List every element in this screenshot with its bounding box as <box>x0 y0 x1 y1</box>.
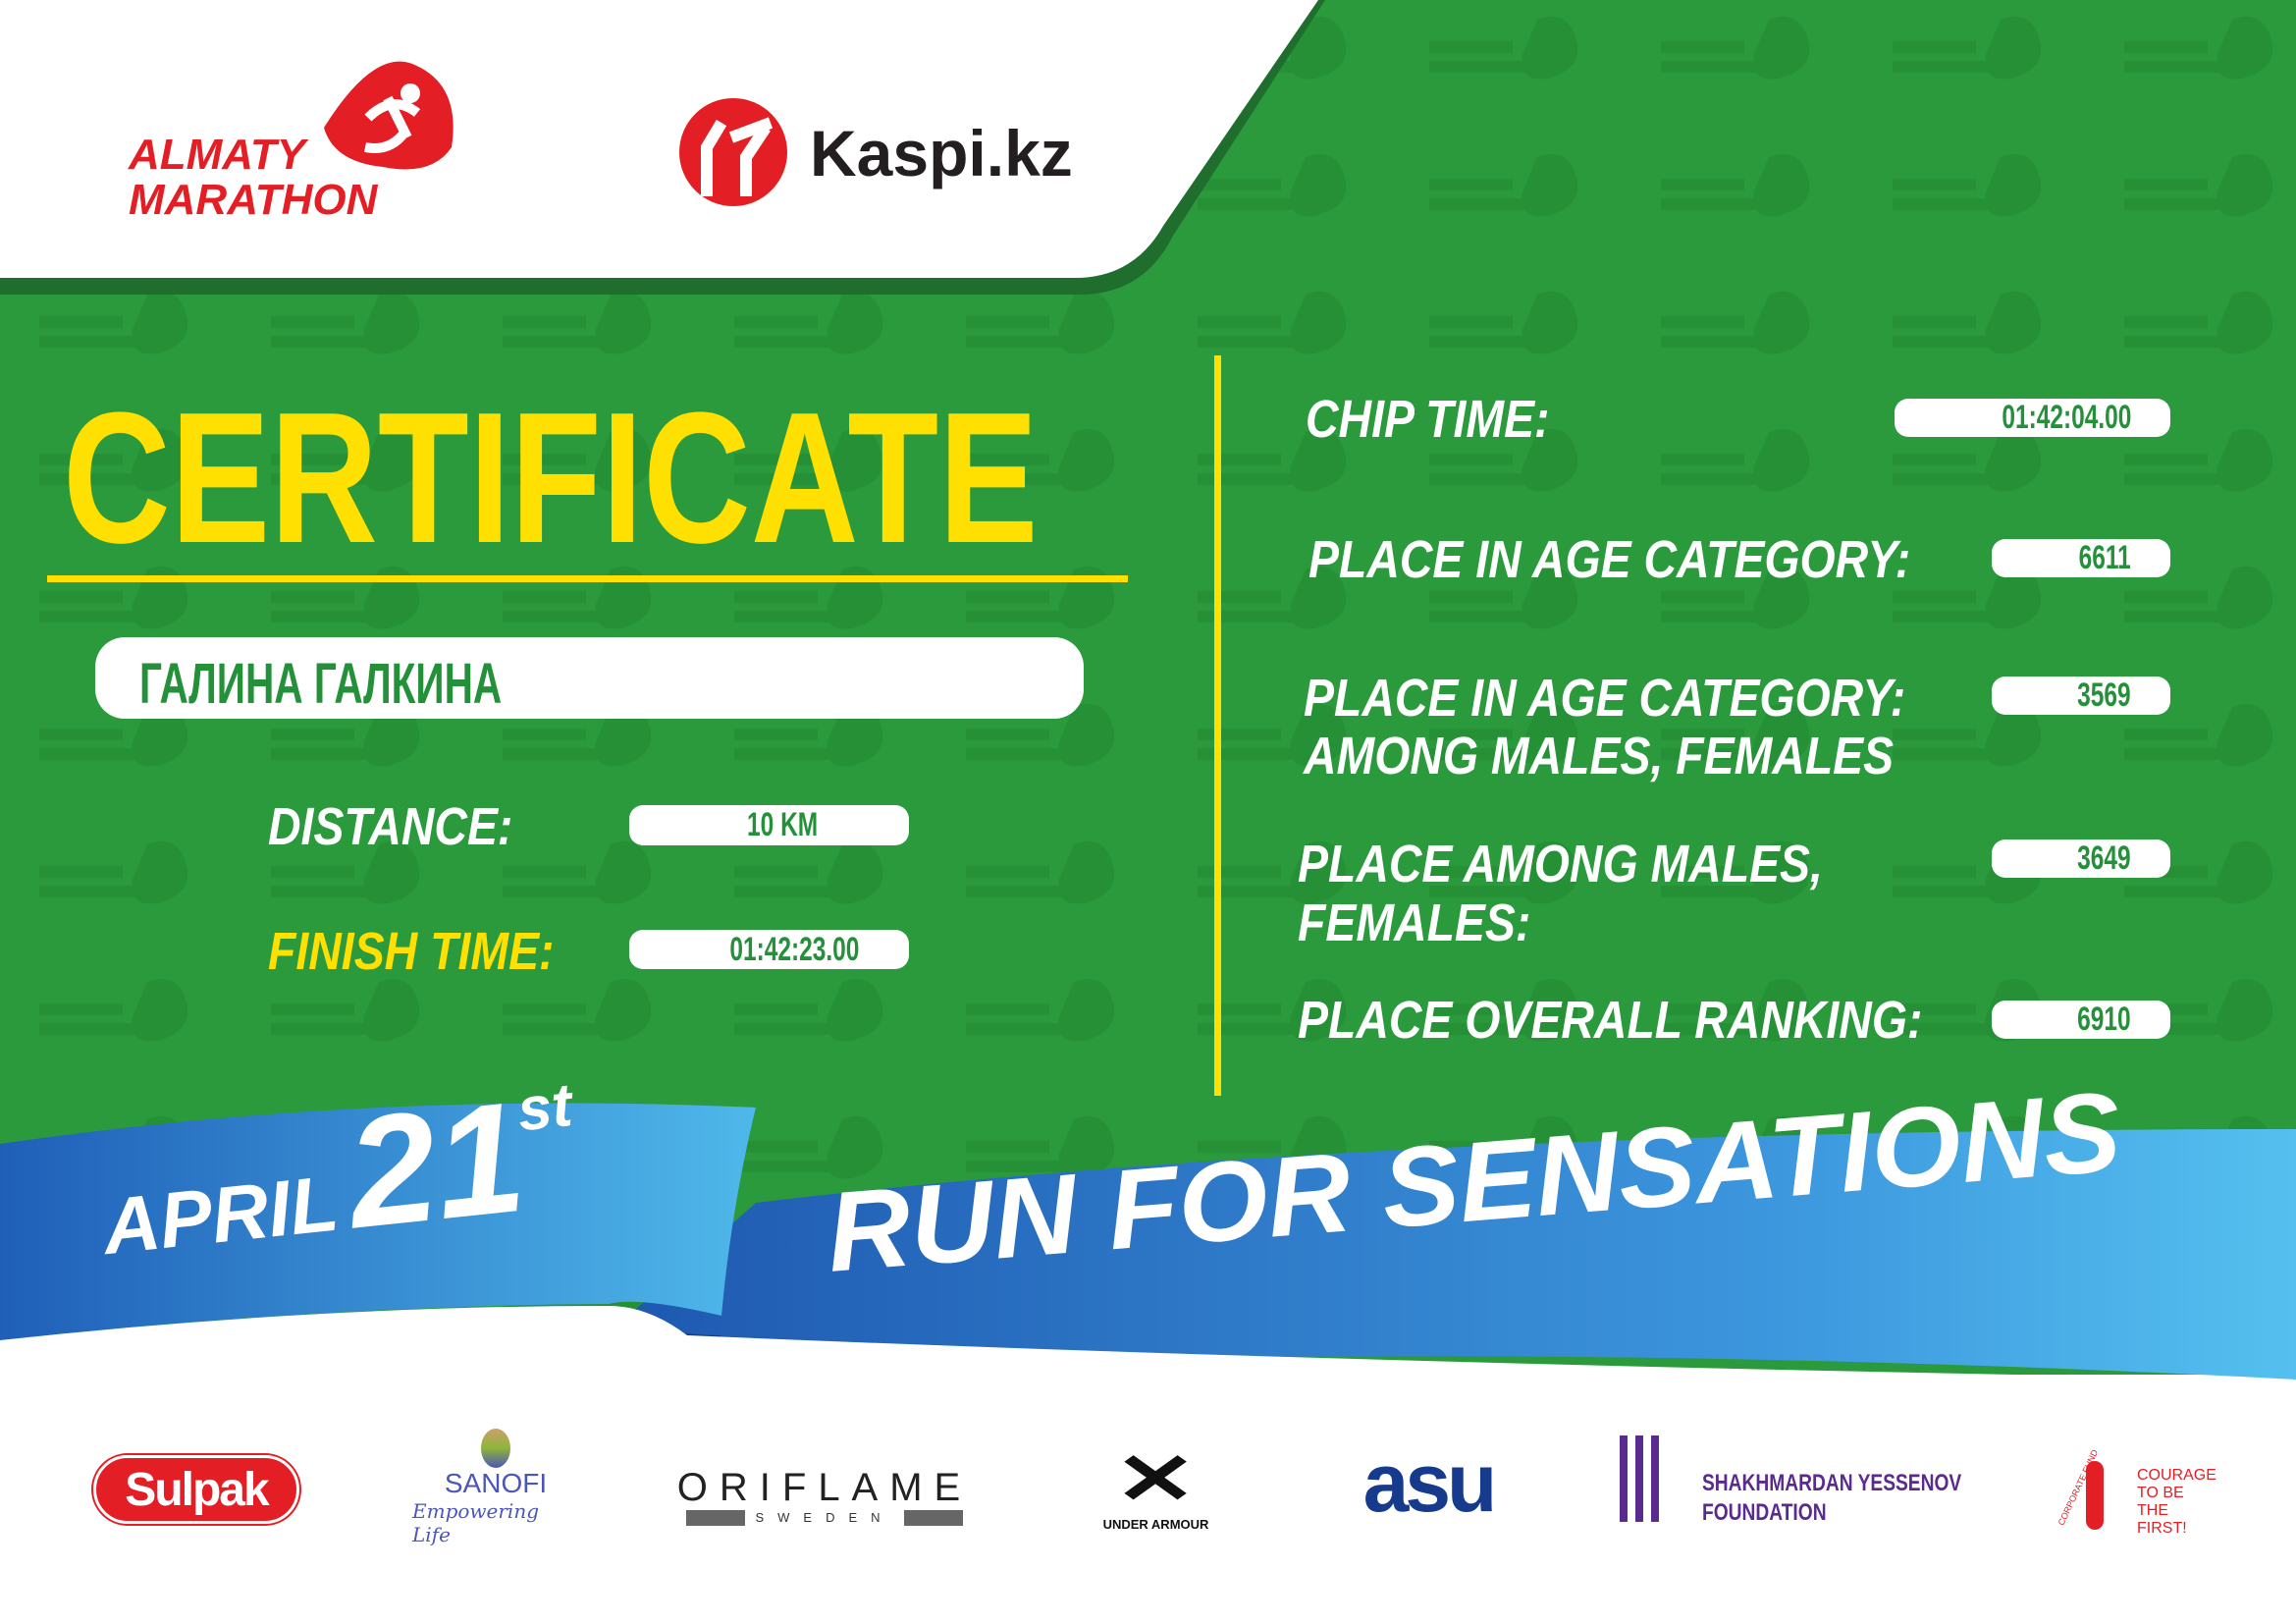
sanofi-icon <box>481 1429 510 1468</box>
gender-place-value: 3649 <box>1992 839 2170 878</box>
courage-runner-icon <box>2086 1461 2104 1530</box>
date-ribbon <box>0 1103 756 1340</box>
courage-fund-logo: CORPORATE FUND COURAGE TO BE THE FIRST! <box>2056 1447 2216 1537</box>
under-armour-logo: ✕ UNDER ARMOUR <box>1102 1440 1209 1533</box>
sulpak-logo: Sulpak <box>93 1455 299 1524</box>
kaspi-logo: Kaspi.kz <box>810 117 1073 189</box>
yessenov-icon <box>1620 1435 1659 1522</box>
slogan-ribbon <box>618 1129 2296 1380</box>
vertical-divider <box>1214 355 1221 1096</box>
chip-time-label: CHIP TIME: <box>1306 390 1550 449</box>
participant-name-field: ГАЛИНА ГАЛКИНА <box>95 637 1084 719</box>
sanofi-logo: SANOFI Empowering Life <box>412 1429 579 1546</box>
almaty-marathon-logo: ALMATY MARATHON <box>129 131 378 224</box>
yessenov-foundation-logo: SHAKHMARDAN YESSENOV FOUNDATION <box>1620 1435 1961 1526</box>
age-category-value: 6611 <box>1992 539 2170 577</box>
age-category-gender-label: PLACE IN AGE CATEGORY: AMONG MALES, FEMA… <box>1304 669 1906 785</box>
runner-icon <box>324 61 454 170</box>
age-category-label: PLACE IN AGE CATEGORY: <box>1308 530 1911 589</box>
participant-name: ГАЛИНА ГАЛКИНА <box>139 652 503 716</box>
certificate-title: CERTIFICATE <box>63 374 1039 582</box>
under-armour-icon: ✕ <box>1114 1440 1198 1519</box>
overall-ranking-value: 6910 <box>1992 1001 2170 1039</box>
finish-time-value: 01:42:23.00 <box>629 930 909 969</box>
oriflame-logo: ORIFLAME SWEDEN <box>676 1465 973 1526</box>
title-underline <box>47 575 1128 582</box>
header-panel <box>0 0 1318 278</box>
finish-time-label: FINISH TIME: <box>268 922 555 981</box>
distance-label: DISTANCE: <box>268 797 513 856</box>
gender-place-label: PLACE AMONG MALES, FEMALES: <box>1298 835 1823 952</box>
distance-value: 10 KM <box>629 805 909 845</box>
overall-ranking-label: PLACE OVERALL RANKING: <box>1298 991 1923 1050</box>
age-category-gender-value: 3569 <box>1992 677 2170 715</box>
watermark-pattern <box>0 0 2296 1375</box>
kaspi-icon <box>679 98 787 206</box>
asu-logo: asu <box>1362 1435 1498 1529</box>
chip-time-value: 01:42:04.00 <box>1895 399 2170 437</box>
